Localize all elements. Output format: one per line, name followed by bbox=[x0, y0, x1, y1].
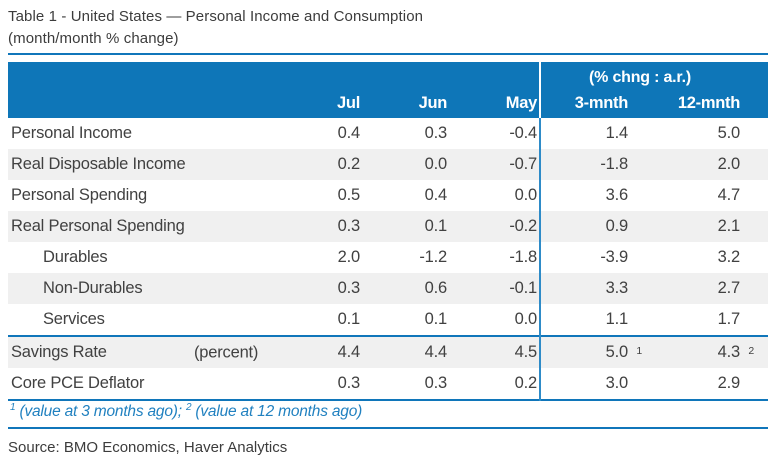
cell-may: -0.4 bbox=[509, 124, 537, 142]
cell-may: 0.0 bbox=[514, 310, 538, 328]
cell-may: 0.2 bbox=[514, 374, 538, 392]
cell-jul: 0.3 bbox=[337, 374, 361, 392]
row-label: Real Disposable Income bbox=[11, 155, 186, 173]
cell-12mnth: 4.3 2 bbox=[628, 343, 755, 362]
footnote-marker-1: 1 bbox=[636, 345, 642, 357]
table-footnote: 1 (value at 3 months ago); 2 (value at 1… bbox=[10, 402, 362, 421]
table-row-real-disposable-income: Real Disposable Income 0.2 0.0 -0.7 -1.8… bbox=[8, 149, 768, 180]
row-label: Personal Income bbox=[11, 124, 132, 142]
cell-12mnth: 3.2 bbox=[717, 248, 741, 266]
cell-may: -0.2 bbox=[509, 217, 537, 235]
footnote-sup-2: 2 bbox=[185, 402, 192, 413]
section-divider-rule bbox=[8, 335, 768, 337]
footnote-rule bbox=[8, 427, 768, 429]
footnote-text-1: (value at 3 months ago); bbox=[15, 403, 186, 421]
cell-may: 4.5 bbox=[514, 343, 538, 361]
cell-jun: -1.2 bbox=[419, 248, 447, 266]
col-header-12mnth: 12-mnth bbox=[677, 94, 740, 112]
cell-jun: 0.3 bbox=[424, 374, 448, 392]
cell-3mnth: 5.0 1 bbox=[540, 343, 643, 362]
cell-3mnth: 0.9 bbox=[605, 217, 629, 235]
table-row-durables: Durables 2.0 -1.2 -1.8 -3.9 3.2 bbox=[8, 242, 768, 273]
cell-jul: 0.1 bbox=[337, 310, 361, 328]
cell-3mnth: 1.4 bbox=[605, 124, 629, 142]
col-header-jul: Jul bbox=[337, 94, 360, 112]
table-row-personal-income: Personal Income 0.4 0.3 -0.4 1.4 5.0 bbox=[8, 118, 768, 149]
table-bottom-rule bbox=[8, 399, 768, 401]
cell-3mnth: 1.1 bbox=[605, 310, 629, 328]
cell-jul: 0.4 bbox=[337, 124, 361, 142]
cell-jun: 4.4 bbox=[424, 343, 448, 361]
row-label: Core PCE Deflator bbox=[11, 374, 145, 392]
footnote-text-2: (value at 12 months ago) bbox=[191, 403, 363, 421]
cell-jul: 2.0 bbox=[337, 248, 361, 266]
cell-jul: 0.3 bbox=[337, 279, 361, 297]
cell-jun: 0.6 bbox=[424, 279, 448, 297]
percent-unit-note: (percent) bbox=[194, 343, 259, 361]
column-header-row: Jul Jun May 3-mnth 12-mnth bbox=[8, 94, 768, 113]
cell-12mnth: 2.1 bbox=[717, 217, 741, 235]
col-header-may: May bbox=[505, 94, 538, 112]
col-header-3mnth: 3-mnth bbox=[574, 94, 629, 112]
row-label: Savings Rate (percent) bbox=[8, 343, 280, 362]
cell-jun: 0.3 bbox=[424, 124, 448, 142]
footnote-marker-2: 2 bbox=[748, 345, 754, 357]
table-row-savings-rate: Savings Rate (percent) 4.4 4.4 4.5 5.0 1… bbox=[8, 337, 768, 368]
cell-may: -0.1 bbox=[509, 279, 537, 297]
cell-may: -1.8 bbox=[509, 248, 537, 266]
footnote-sup-1: 1 bbox=[10, 402, 16, 413]
cell-jul: 0.2 bbox=[337, 155, 361, 173]
cell-12mnth: 2.7 bbox=[717, 279, 741, 297]
source-line: Source: BMO Economics, Haver Analytics bbox=[8, 439, 288, 456]
row-label-text: Savings Rate bbox=[11, 343, 107, 361]
row-label: Durables bbox=[43, 248, 108, 266]
cell-jun: 0.1 bbox=[424, 310, 448, 328]
cell-jul: 0.5 bbox=[337, 186, 361, 204]
cell-3mnth: 3.0 bbox=[605, 374, 629, 392]
cell-jun: 0.0 bbox=[424, 155, 448, 173]
cell-jul: 4.4 bbox=[337, 343, 361, 361]
cell-3mnth: 3.6 bbox=[605, 186, 629, 204]
table-title: Table 1 - United States — Personal Incom… bbox=[8, 8, 424, 25]
table-row-non-durables: Non-Durables 0.3 0.6 -0.1 3.3 2.7 bbox=[8, 273, 768, 304]
cell-12mnth: 5.0 bbox=[717, 124, 741, 142]
cell-jun: 0.4 bbox=[424, 186, 448, 204]
table-row-services: Services 0.1 0.1 0.0 1.1 1.7 bbox=[8, 304, 768, 335]
cell-12mnth-value: 4.3 bbox=[717, 343, 741, 361]
cell-12mnth: 4.7 bbox=[717, 186, 741, 204]
table-titles: Table 1 - United States — Personal Incom… bbox=[8, 6, 423, 50]
cell-jul: 0.3 bbox=[337, 217, 361, 235]
row-label: Personal Spending bbox=[11, 186, 148, 204]
cell-12mnth: 2.0 bbox=[717, 155, 741, 173]
table-header: (% chng : a.r.) Jul Jun May 3-mnth 12-mn… bbox=[8, 62, 768, 118]
row-label: Services bbox=[43, 310, 105, 328]
cell-3mnth: -1.8 bbox=[600, 155, 628, 173]
row-label: Non-Durables bbox=[43, 279, 143, 297]
table-row-personal-spending: Personal Spending 0.5 0.4 0.0 3.6 4.7 bbox=[8, 180, 768, 211]
cell-may: -0.7 bbox=[509, 155, 537, 173]
cell-3mnth-value: 5.0 bbox=[605, 343, 629, 361]
table-body: Personal Income 0.4 0.3 -0.4 1.4 5.0 Rea… bbox=[8, 118, 768, 401]
pct-chng-group-label: (% chng : a.r.) bbox=[589, 69, 691, 86]
cell-may: 0.0 bbox=[514, 186, 538, 204]
row-label: Real Personal Spending bbox=[11, 217, 185, 235]
body-column-separator bbox=[539, 118, 541, 401]
header-column-separator bbox=[539, 62, 541, 118]
table-subtitle: (month/month % change) bbox=[8, 30, 179, 47]
cell-jun: 0.1 bbox=[424, 217, 448, 235]
col-header-jun: Jun bbox=[418, 94, 448, 112]
cell-3mnth: 3.3 bbox=[605, 279, 629, 297]
table-row-real-personal-spending: Real Personal Spending 0.3 0.1 -0.2 0.9 … bbox=[8, 211, 768, 242]
top-rule bbox=[8, 53, 768, 55]
income-consumption-table: (% chng : a.r.) Jul Jun May 3-mnth 12-mn… bbox=[8, 62, 768, 401]
cell-12mnth: 1.7 bbox=[717, 310, 741, 328]
cell-12mnth: 2.9 bbox=[717, 374, 741, 392]
table-row-core-pce-deflator: Core PCE Deflator 0.3 0.3 0.2 3.0 2.9 bbox=[8, 368, 768, 399]
cell-3mnth: -3.9 bbox=[600, 248, 628, 266]
